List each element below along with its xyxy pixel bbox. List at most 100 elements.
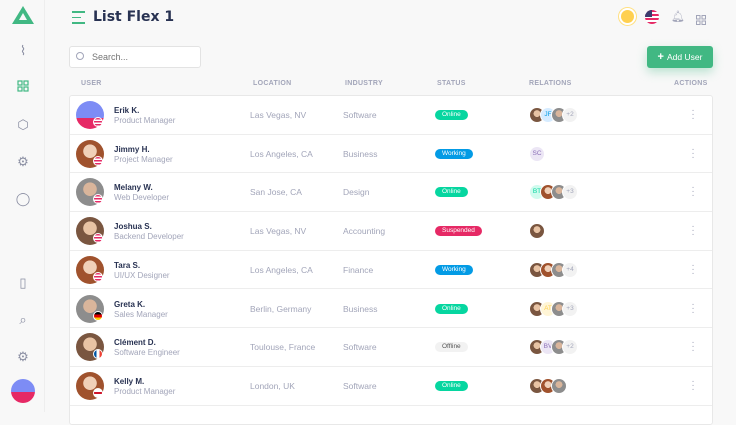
status-badge: Suspended [435, 226, 482, 237]
user-name[interactable]: Jimmy H. [114, 144, 150, 154]
user-name[interactable]: Joshua S. [114, 222, 152, 232]
more-vertical-icon[interactable]: · · · [691, 375, 695, 395]
user-position: Product Manager [114, 116, 176, 125]
relations-more[interactable]: +4 [562, 261, 578, 278]
col-relations: RELATIONS [529, 80, 572, 87]
industry: Software [343, 110, 377, 120]
us-flag-icon [93, 117, 103, 127]
more-vertical-icon[interactable]: · · · [691, 259, 695, 279]
status-badge: Working [435, 264, 473, 275]
user-position: Sales Manager [114, 309, 168, 319]
relations-more[interactable]: +3 [562, 300, 578, 317]
user-position: Project Manager [114, 154, 173, 164]
user-name[interactable]: Kelly M. [114, 376, 145, 386]
table-row[interactable]: Tara S. UI/UX Designer Los Angeles, CA F… [70, 251, 712, 290]
user-name[interactable]: Greta K. [114, 299, 146, 309]
settings-icon[interactable]: ⚙ [17, 349, 29, 364]
status-badge: Offline [435, 342, 468, 353]
industry: Software [343, 380, 377, 391]
user-position: Web Developer [114, 193, 169, 203]
add-user-button[interactable]: + Add User [647, 46, 713, 68]
grid-icon[interactable] [14, 79, 32, 97]
sun-icon[interactable] [621, 10, 634, 23]
industry: Accounting [343, 226, 386, 237]
user-name[interactable]: Clément D. [114, 338, 156, 348]
location: Las Vegas, NV [250, 226, 307, 237]
table-row[interactable]: Clément D. Software Engineer Toulouse, F… [70, 328, 712, 367]
col-industry: INDUSTRY [345, 80, 383, 87]
user-name[interactable]: Melany W. [114, 183, 153, 193]
us-flag-icon [93, 194, 103, 205]
table-row[interactable]: Melany W. Web Developer San Jose, CA Des… [70, 173, 712, 213]
logo [12, 6, 34, 24]
status-badge: Working [435, 148, 473, 159]
more-vertical-icon[interactable]: · · · [691, 182, 695, 202]
more-vertical-icon[interactable]: · · · [691, 221, 695, 241]
more-vertical-icon[interactable]: · · · [691, 337, 695, 357]
box-icon[interactable]: ⬡ [17, 117, 29, 132]
sidebar: ⌇ ⬡ ⚙ ◯ ▯ ⌕ ⚙ [0, 0, 45, 412]
industry: Software [343, 342, 377, 353]
us-flag-icon[interactable] [645, 10, 659, 24]
page-title: List Flex 1 [93, 9, 175, 25]
industry: Finance [343, 264, 374, 275]
search-icon[interactable]: ⌕ [19, 312, 27, 327]
panel-icon[interactable]: ▯ [19, 275, 27, 290]
user-position: UI/UX Designer [114, 270, 170, 280]
industry: Business [343, 148, 378, 159]
menu-icon[interactable] [72, 11, 85, 28]
search-input[interactable] [69, 46, 201, 68]
bell-icon[interactable]: 🔔︎ [671, 11, 685, 23]
user-name[interactable]: Tara S. [114, 260, 141, 270]
location: Los Angeles, CA [250, 148, 313, 159]
cpu-icon[interactable]: ⚙ [17, 154, 29, 169]
table-row[interactable]: Greta K. Sales Manager Berlin, Germany B… [70, 290, 712, 329]
apps-grid-icon[interactable] [696, 12, 706, 30]
user-avatar[interactable] [11, 379, 35, 403]
location: Las Vegas, NV [250, 110, 307, 120]
col-location: LOCATION [253, 80, 292, 87]
relations-more[interactable]: +3 [562, 184, 578, 201]
search-icon [76, 52, 84, 60]
table-row[interactable]: Joshua S. Backend Developer Las Vegas, N… [70, 212, 712, 251]
location: Los Angeles, CA [250, 264, 313, 275]
location: Berlin, Germany [250, 303, 312, 314]
us-flag-icon [93, 271, 103, 282]
de-flag-icon [93, 310, 103, 321]
relation-avatar[interactable] [529, 223, 545, 240]
col-actions: ACTIONS [674, 80, 708, 87]
relations-more[interactable]: +2 [562, 339, 578, 356]
fr-flag-icon [93, 349, 103, 360]
relations-more[interactable]: +2 [562, 107, 578, 123]
status-badge: Online [435, 380, 468, 391]
table-row[interactable]: Jimmy H. Project Manager Los Angeles, CA… [70, 135, 712, 174]
table-row[interactable]: Erik K. Product Manager Las Vegas, NV So… [70, 96, 712, 135]
location: San Jose, CA [250, 187, 302, 198]
status-badge: Online [435, 187, 468, 198]
col-user: USER [81, 80, 102, 87]
user-position: Product Manager [114, 386, 176, 396]
us-flag-icon [93, 233, 103, 244]
table-row[interactable]: Kelly M. Product Manager London, UK Soft… [70, 367, 712, 406]
status-badge: Online [435, 110, 468, 120]
more-vertical-icon[interactable]: · · · [691, 105, 695, 124]
industry: Business [343, 303, 378, 314]
user-name[interactable]: Erik K. [114, 106, 140, 115]
more-vertical-icon[interactable]: · · · [691, 143, 695, 163]
location: Toulouse, France [250, 342, 316, 353]
col-status: STATUS [437, 80, 466, 87]
more-vertical-icon[interactable]: · · · [691, 298, 695, 318]
message-icon[interactable]: ◯ [15, 191, 31, 206]
industry: Design [343, 187, 370, 198]
relation-avatar[interactable] [551, 377, 567, 394]
location: London, UK [250, 380, 295, 391]
gb-flag-icon [93, 387, 103, 398]
plus-icon: + [657, 51, 668, 63]
user-position: Backend Developer [114, 232, 184, 242]
us-flag-icon [93, 155, 103, 166]
relation-avatar[interactable]: SC [529, 145, 545, 162]
user-list: Erik K. Product Manager Las Vegas, NV So… [69, 95, 713, 425]
status-badge: Online [435, 303, 468, 314]
user-position: Software Engineer [114, 348, 180, 358]
activity-icon[interactable]: ⌇ [19, 43, 27, 58]
